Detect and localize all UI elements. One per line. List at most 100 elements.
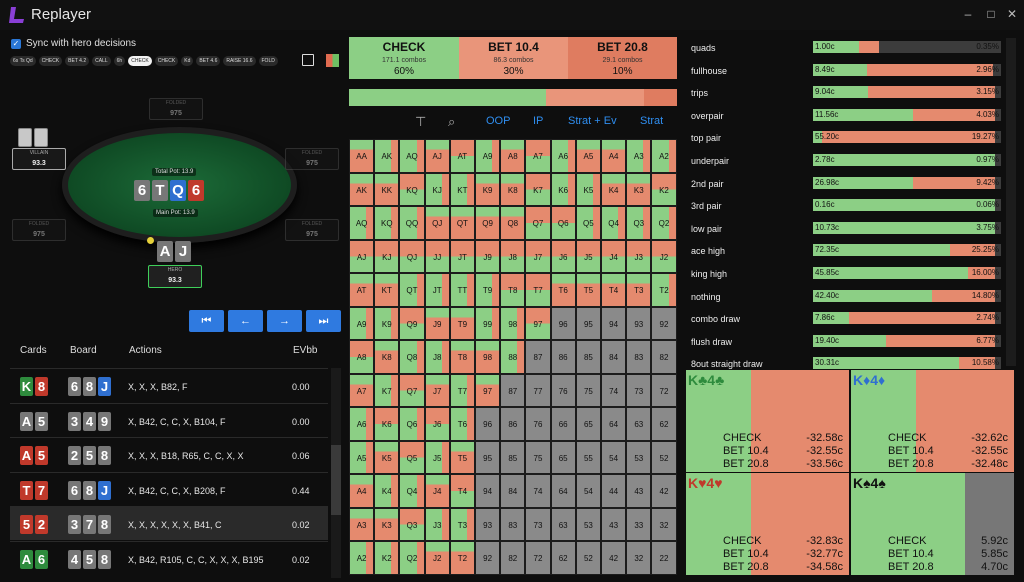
hand-cell[interactable]: JT — [449, 239, 475, 273]
hand-cell[interactable]: K6 — [550, 172, 576, 206]
hand-cell[interactable]: QT — [399, 273, 425, 307]
hand-cell[interactable]: A4 — [601, 139, 627, 173]
hand-cell[interactable]: A9 — [475, 139, 501, 173]
hand-cell[interactable]: 72 — [525, 541, 551, 575]
hand-cell[interactable]: K9 — [475, 172, 501, 206]
hand-cell[interactable]: 54 — [601, 440, 627, 474]
hand-cell[interactable]: K3 — [374, 507, 400, 541]
action-chip[interactable]: 6h — [113, 56, 126, 66]
hand-cell[interactable]: 76 — [525, 407, 551, 441]
action-chip[interactable]: CALL — [92, 56, 111, 66]
hand-cell[interactable]: T4 — [601, 273, 627, 307]
hand-cell[interactable]: K9 — [374, 306, 400, 340]
hand-cell[interactable]: A5 — [575, 139, 601, 173]
hand-cell[interactable]: Q8 — [399, 340, 425, 374]
hand-cell[interactable]: 53 — [626, 440, 652, 474]
hand-cell[interactable]: 73 — [626, 373, 652, 407]
hand-cell[interactable]: 87 — [500, 373, 526, 407]
action-chip[interactable]: FOLD — [258, 56, 278, 66]
hand-cell[interactable]: K4 — [374, 474, 400, 508]
hand-cell[interactable]: 99 — [475, 306, 501, 340]
hand-cell[interactable]: 94 — [601, 306, 627, 340]
checkbox-checked-icon[interactable]: ✓ — [11, 38, 21, 49]
hand-cell[interactable]: 83 — [626, 340, 652, 374]
hand-cell[interactable]: Q3 — [626, 206, 652, 240]
hand-cell[interactable]: K5 — [374, 440, 400, 474]
share-icon[interactable] — [302, 54, 314, 66]
hand-cell[interactable]: A2 — [651, 139, 677, 173]
hand-cell[interactable]: T3 — [449, 507, 475, 541]
hand-cell[interactable]: K2 — [651, 172, 677, 206]
hand-cell[interactable]: QJ — [399, 239, 425, 273]
hand-cell[interactable]: KT — [374, 273, 400, 307]
action-chip[interactable]: BET 4.6 — [196, 56, 221, 66]
hand-cell[interactable]: 85 — [575, 340, 601, 374]
hand-cell[interactable]: J9 — [424, 306, 450, 340]
hand-cell[interactable]: A2 — [349, 541, 375, 575]
hand-cell[interactable]: Q3 — [399, 507, 425, 541]
hand-cell[interactable]: 97 — [525, 306, 551, 340]
hand-cell[interactable]: T7 — [449, 373, 475, 407]
hand-cell[interactable]: J3 — [626, 239, 652, 273]
hand-cell[interactable]: AA — [349, 139, 375, 173]
category-row[interactable]: top pair 55.20c 19.27% — [686, 128, 1006, 150]
tab-strat-ev[interactable]: Strat + Ev — [568, 115, 617, 127]
hand-cell[interactable]: T3 — [626, 273, 652, 307]
hand-cell[interactable]: 65 — [575, 407, 601, 441]
table-row[interactable]: A 5 3 4 9 X, B42, C, C, X, B104, F 0.00 — [10, 402, 328, 437]
hand-cell[interactable]: 88 — [500, 340, 526, 374]
hand-cell[interactable]: A9 — [349, 306, 375, 340]
hand-cell[interactable]: 64 — [601, 407, 627, 441]
hand-cell[interactable]: AJ — [424, 139, 450, 173]
action-chip[interactable]: 6s Ts Qd — [10, 56, 36, 66]
hand-cell[interactable]: J8 — [424, 340, 450, 374]
hand-cell[interactable]: K8 — [374, 340, 400, 374]
hand-cell[interactable]: 77 — [525, 373, 551, 407]
hand-cell[interactable]: 95 — [575, 306, 601, 340]
hand-cell[interactable]: Q5 — [399, 440, 425, 474]
tab-strat[interactable]: Strat — [640, 115, 664, 127]
category-row[interactable]: king high 45.85c 16.00% — [686, 264, 1006, 286]
hand-cell[interactable]: Q4 — [601, 206, 627, 240]
hand-cell[interactable]: 83 — [500, 507, 526, 541]
hand-cell[interactable]: T8 — [449, 340, 475, 374]
hand-cell[interactable]: 62 — [550, 541, 576, 575]
hand-cell[interactable]: J2 — [651, 239, 677, 273]
hand-cell[interactable]: KT — [449, 172, 475, 206]
maximize-icon[interactable]: □ — [987, 7, 995, 21]
action-chip[interactable]: BET 4.2 — [65, 56, 90, 66]
hand-cell[interactable]: 62 — [651, 407, 677, 441]
hand-cell[interactable]: 76 — [550, 373, 576, 407]
next-action-button[interactable]: → — [267, 310, 302, 332]
sync-checkbox[interactable]: ✓ Sync with hero decisions — [11, 38, 136, 49]
hand-cell[interactable]: A7 — [525, 139, 551, 173]
strategy-check[interactable]: CHECK 171.1 combos 60% — [349, 37, 459, 79]
hand-cell[interactable]: KJ — [374, 239, 400, 273]
hand-cell[interactable]: 93 — [475, 507, 501, 541]
hand-cell[interactable]: 42 — [651, 474, 677, 508]
action-chip[interactable]: CHECK — [128, 56, 152, 66]
action-chip[interactable]: Kd — [181, 56, 194, 66]
category-row[interactable]: 2nd pair 26.98c 9.42% — [686, 174, 1006, 196]
hand-cell[interactable]: 82 — [651, 340, 677, 374]
hand-cell[interactable]: 94 — [475, 474, 501, 508]
hand-cell[interactable]: 84 — [500, 474, 526, 508]
table-row[interactable]: A 6 4 5 8 X, B42, R105, C, C, X, X, X, B195 0.… — [10, 540, 328, 575]
hand-cell[interactable]: 84 — [601, 340, 627, 374]
hand-cell[interactable]: 82 — [500, 541, 526, 575]
category-row[interactable]: low pair 10.73c 3.75% — [686, 219, 1006, 241]
hand-cell[interactable]: T2 — [651, 273, 677, 307]
hand-cell[interactable]: QT — [449, 206, 475, 240]
combo-panel[interactable]: K♥4♥ CHECK -32.83c BET 10.4 -32.77c BET 20.8 -… — [686, 473, 849, 575]
hand-cell[interactable]: T7 — [525, 273, 551, 307]
minimize-icon[interactable]: – — [964, 7, 972, 21]
hand-cell[interactable]: K7 — [374, 373, 400, 407]
hand-cell[interactable]: 53 — [575, 507, 601, 541]
hand-cell[interactable]: 55 — [575, 440, 601, 474]
hand-cell[interactable]: J7 — [525, 239, 551, 273]
hand-cell[interactable]: Q8 — [500, 206, 526, 240]
hand-cell[interactable]: Q9 — [399, 306, 425, 340]
hand-cell[interactable]: K4 — [601, 172, 627, 206]
hand-cell[interactable]: 65 — [550, 440, 576, 474]
hand-cell[interactable]: 97 — [475, 373, 501, 407]
